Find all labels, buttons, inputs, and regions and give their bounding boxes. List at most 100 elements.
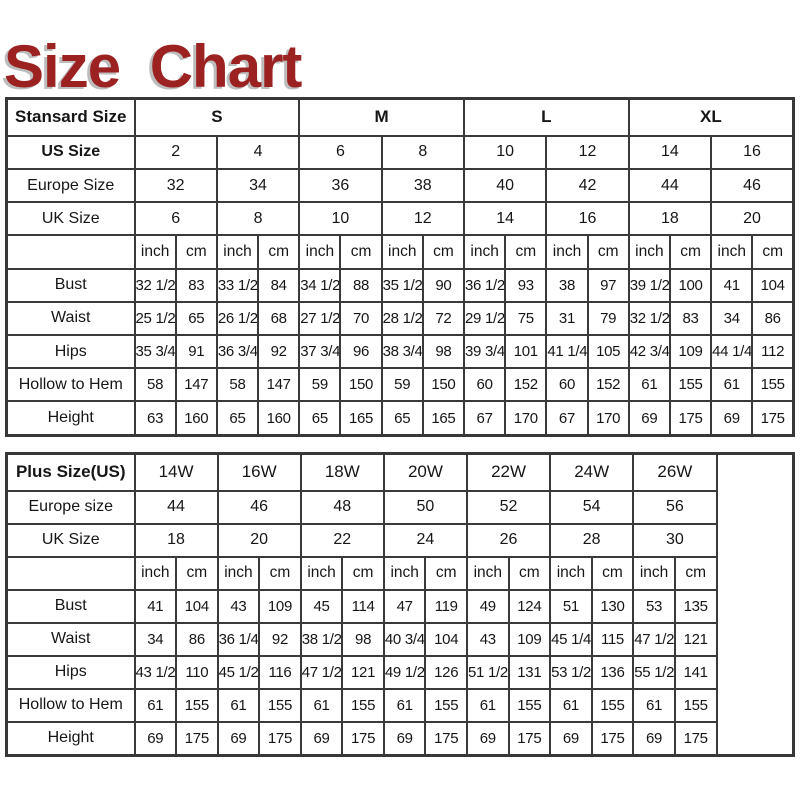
size-value-cell: 22 <box>299 522 385 558</box>
measurement-cm-cell: 170 <box>586 400 630 437</box>
size-value-cell: 12 <box>380 201 466 237</box>
measurement-cm-cell: 90 <box>421 267 466 303</box>
unit-header-cm: cm <box>590 555 635 591</box>
measurement-inch-cell: 53 1/2 <box>549 654 593 690</box>
size-value-cell: 8 <box>215 201 301 237</box>
measurement-cm-cell: 119 <box>424 588 468 624</box>
size-value-cell: 18 <box>627 201 713 237</box>
measurement-inch-cell: 37 3/4 <box>298 333 342 370</box>
measurement-cm-cell: 97 <box>586 267 630 303</box>
measurement-cm-cell: 160 <box>174 400 218 437</box>
size-group-header: 26W <box>632 452 718 492</box>
measurement-inch-cell: 58 <box>133 367 177 403</box>
size-value-cell: 18 <box>133 522 219 558</box>
measurement-cm-cell: 75 <box>504 300 548 336</box>
measurement-cm-cell: 86 <box>751 300 795 336</box>
measurement-cm-cell: 155 <box>673 687 718 723</box>
measurement-inch-cell: 61 <box>382 687 427 723</box>
measurement-inch-cell: 32 1/2 <box>627 300 671 336</box>
size-value-cell: 26 <box>465 522 552 558</box>
measurement-cm-cell: 124 <box>507 588 552 624</box>
measurement-inch-cell: 34 <box>710 300 754 336</box>
measurement-cm-cell: 121 <box>673 621 718 657</box>
size-value-cell: 34 <box>215 168 301 204</box>
measurement-inch-cell: 39 3/4 <box>462 333 507 370</box>
unit-header-inch: inch <box>545 234 589 270</box>
measurement-cm-cell: 155 <box>341 687 385 723</box>
measurement-inch-cell: 36 1/4 <box>216 621 261 657</box>
measurement-inch-cell: 60 <box>462 367 507 403</box>
measurement-row-label: Waist <box>5 621 136 657</box>
measurement-row-label: Bust <box>5 267 136 303</box>
measurement-inch-cell: 25 1/2 <box>133 300 177 336</box>
measurement-inch-cell: 47 1/2 <box>299 654 344 690</box>
measurement-cm-cell: 155 <box>590 687 635 723</box>
measurement-cm-cell: 92 <box>257 333 301 370</box>
size-value-cell: 40 <box>462 168 548 204</box>
measurement-cm-cell: 147 <box>257 367 301 403</box>
size-value-cell: 20 <box>710 201 795 237</box>
unit-header-inch: inch <box>133 234 177 270</box>
measurement-cm-cell: 65 <box>174 300 218 336</box>
measurement-cm-cell: 101 <box>504 333 548 370</box>
size-value-cell: 2 <box>133 134 218 171</box>
measurement-inch-cell: 61 <box>133 687 178 723</box>
measurement-inch-cell: 43 1/2 <box>133 654 178 690</box>
unit-header-inch: inch <box>466 555 510 591</box>
measurement-cm-cell: 152 <box>586 367 630 403</box>
size-value-cell: 48 <box>299 489 385 525</box>
measurement-inch-cell: 32 1/2 <box>133 267 177 303</box>
measurement-inch-cell: 61 <box>299 687 344 723</box>
measurement-inch-cell: 61 <box>627 367 671 403</box>
unit-header-cm: cm <box>258 555 302 591</box>
size-value-cell: 10 <box>462 134 548 171</box>
measurement-inch-cell: 67 <box>462 400 507 437</box>
measurement-row-label: Height <box>5 400 136 437</box>
measurement-cm-cell: 165 <box>421 400 466 437</box>
measurement-cm-cell: 175 <box>668 400 713 437</box>
size-group-header: M <box>298 97 465 137</box>
measurement-cm-cell: 112 <box>751 333 795 370</box>
measurement-cm-cell: 92 <box>258 621 302 657</box>
measurement-inch-cell: 61 <box>549 687 593 723</box>
measurement-inch-cell: 34 <box>133 621 178 657</box>
unit-header-cm: cm <box>339 234 383 270</box>
empty-column-cell <box>715 452 795 757</box>
measurement-row-label: Bust <box>5 588 136 624</box>
standard-size-table: Stansard Size S M L XL US Size 2 4 6 8 10 12 14 16 Eur… <box>5 97 795 437</box>
unit-header-inch: inch <box>710 234 754 270</box>
unit-header-inch: inch <box>133 555 178 591</box>
measurement-inch-cell: 33 1/2 <box>215 267 260 303</box>
unit-header-inch: inch <box>299 555 344 591</box>
measurement-inch-cell: 49 <box>466 588 510 624</box>
measurement-inch-cell: 61 <box>710 367 754 403</box>
measurement-cm-cell: 131 <box>507 654 552 690</box>
page-title: Size Chart <box>4 33 302 100</box>
measurement-cm-cell: 130 <box>590 588 635 624</box>
measurement-cm-cell: 175 <box>258 720 302 757</box>
measurement-cm-cell: 98 <box>421 333 466 370</box>
measurement-inch-cell: 69 <box>216 720 261 757</box>
measurement-cm-cell: 72 <box>421 300 466 336</box>
measurement-inch-cell: 65 <box>298 400 342 437</box>
size-value-cell: 12 <box>545 134 630 171</box>
unit-header-inch: inch <box>627 234 671 270</box>
size-row-label: US Size <box>5 134 136 171</box>
measurement-cm-cell: 152 <box>504 367 548 403</box>
size-value-cell: 50 <box>382 489 469 525</box>
size-row-label: UK Size <box>5 201 136 237</box>
measurement-cm-cell: 91 <box>174 333 218 370</box>
table-corner-label: Plus Size(US) <box>5 452 136 492</box>
measurement-cm-cell: 109 <box>668 333 713 370</box>
size-value-cell: 8 <box>380 134 466 171</box>
measurement-cm-cell: 121 <box>341 654 385 690</box>
unit-header-cm: cm <box>504 234 548 270</box>
unit-header-inch: inch <box>215 234 260 270</box>
size-value-cell: 16 <box>545 201 630 237</box>
measurement-cm-cell: 126 <box>424 654 468 690</box>
unit-header-inch: inch <box>216 555 261 591</box>
measurement-cm-cell: 155 <box>258 687 302 723</box>
measurement-inch-cell: 69 <box>710 400 754 437</box>
measurement-inch-cell: 69 <box>549 720 593 757</box>
size-value-cell: 14 <box>462 201 548 237</box>
